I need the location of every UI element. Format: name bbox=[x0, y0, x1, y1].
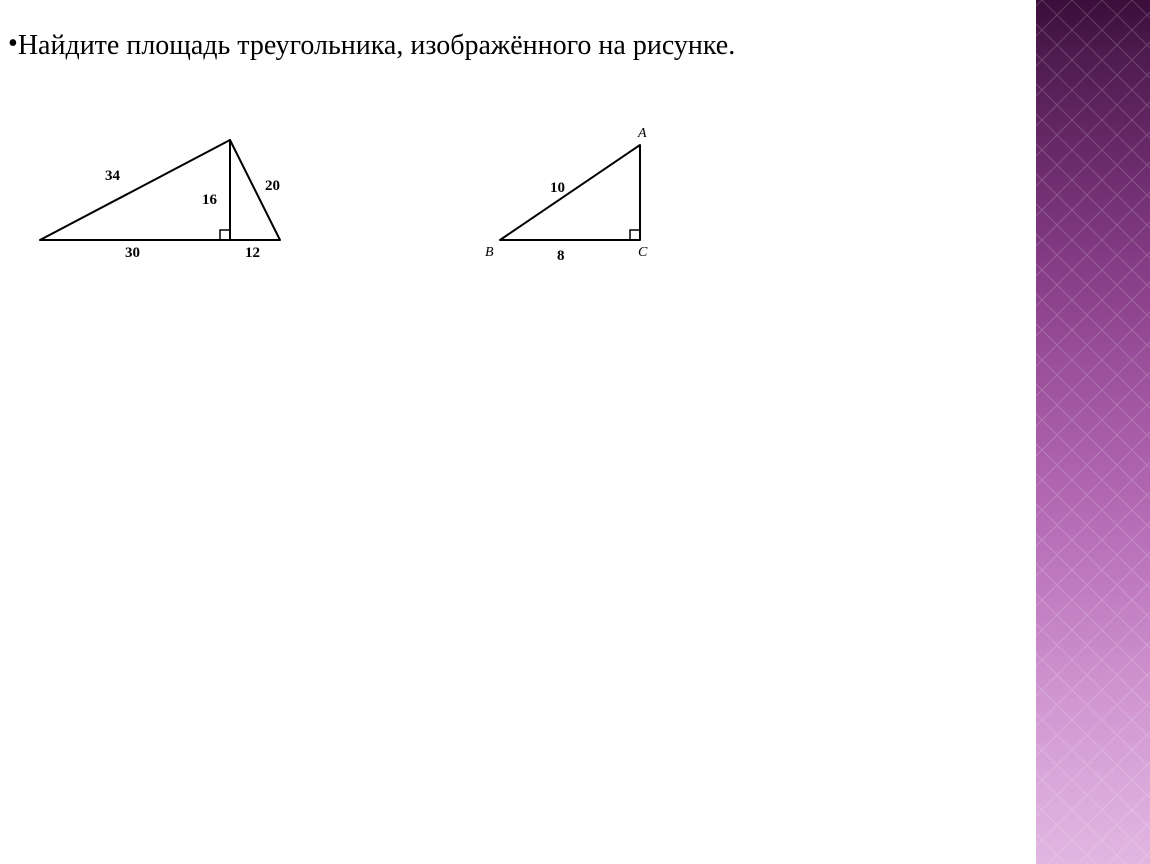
figure-1-label-altitude: 16 bbox=[202, 192, 217, 209]
sidebar-pattern bbox=[1036, 0, 1150, 864]
figure-2: 10 8 A B C bbox=[480, 130, 680, 270]
figure-1-label-base-left: 30 bbox=[125, 245, 140, 262]
figure-2-label-base: 8 bbox=[557, 248, 565, 265]
figure-1-label-base-right: 12 bbox=[245, 245, 260, 262]
figure-1-label-side-right: 20 bbox=[265, 178, 280, 195]
slide-content: • Найдите площадь треугольника, изображё… bbox=[0, 0, 1036, 864]
bullet-icon: • bbox=[8, 30, 18, 58]
figure-2-label-hypotenuse: 10 bbox=[550, 180, 565, 197]
problem-title-row: • Найдите площадь треугольника, изображё… bbox=[8, 30, 735, 62]
problem-title: Найдите площадь треугольника, изображённ… bbox=[18, 30, 735, 62]
figure-2-svg bbox=[480, 130, 680, 270]
figure-2-vertex-B: B bbox=[485, 245, 494, 261]
figure-1: 34 20 16 30 12 bbox=[30, 130, 290, 270]
decorative-sidebar bbox=[1036, 0, 1150, 864]
figure-2-vertex-C: C bbox=[638, 245, 647, 261]
figure-2-vertex-A: A bbox=[638, 126, 647, 142]
figure-1-label-side-left: 34 bbox=[105, 168, 120, 185]
